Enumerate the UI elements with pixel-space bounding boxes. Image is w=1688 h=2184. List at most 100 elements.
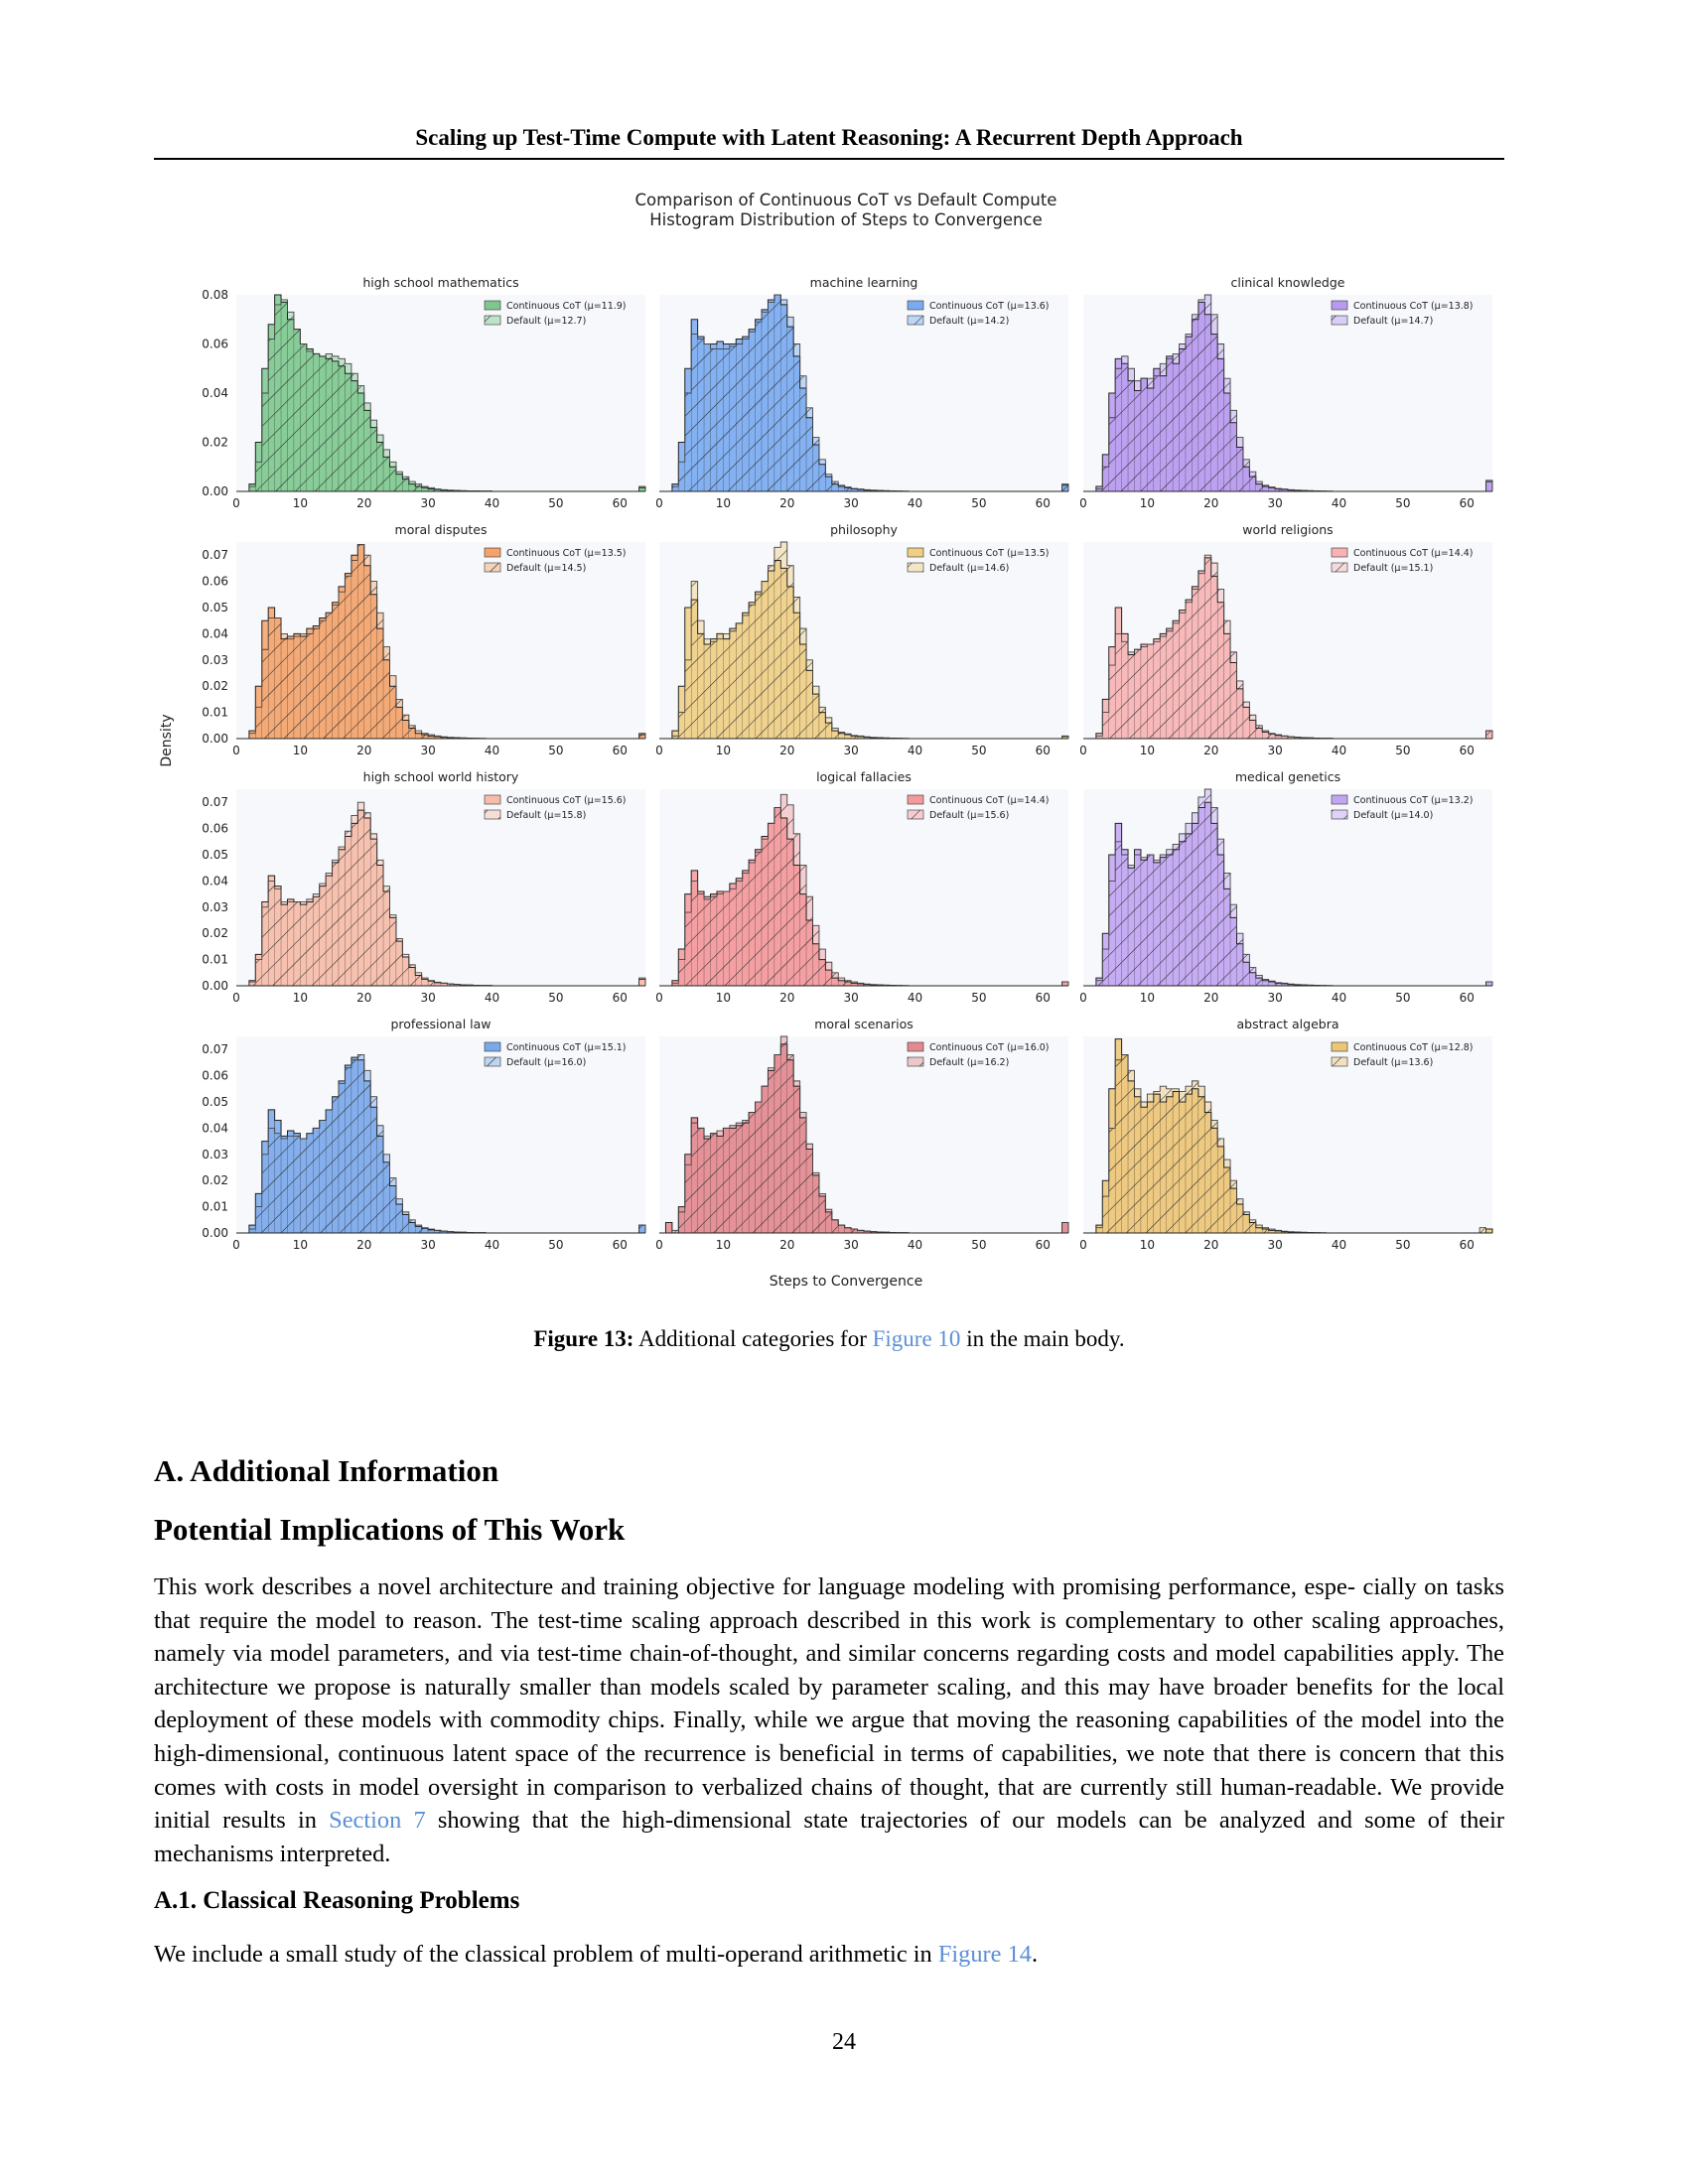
legend-swatch-cot [484, 300, 501, 311]
default-bar-hatch [383, 646, 390, 739]
y-tick-label: 0.05 [202, 601, 228, 614]
default-bar-hatch [774, 295, 781, 491]
y-tick-label: 0.04 [202, 874, 228, 887]
legend-label-cot: Continuous CoT (μ=15.1) [506, 1042, 627, 1053]
default-bar-hatch [1095, 736, 1103, 739]
panel: medical genetics 0 10 20 30 40 50 60 Continuous … [1079, 769, 1493, 1005]
default-bar-hatch [831, 481, 839, 491]
default-bar-hatch [793, 343, 800, 491]
default-bar-hatch [1262, 484, 1269, 491]
default-bar-hatch [1197, 573, 1205, 739]
default-bar-hatch [1160, 636, 1167, 739]
figure-10-link[interactable]: Figure 10 [872, 1326, 961, 1351]
default-bar-hatch [1242, 702, 1250, 739]
default-bar-hatch [857, 488, 864, 491]
default-bar-hatch [357, 385, 364, 491]
x-tick-label: 60 [613, 496, 628, 510]
x-tick-label: 30 [843, 991, 858, 1005]
default-bar-hatch [319, 620, 327, 739]
x-tick-label: 0 [655, 991, 663, 1005]
x-tick-label: 30 [843, 744, 858, 757]
default-bar-hatch [1236, 933, 1243, 986]
default-bar-hatch [1485, 731, 1492, 739]
default-bar-hatch [1186, 334, 1193, 491]
default-bar-hatch [319, 1120, 327, 1233]
x-tick-label: 0 [1079, 744, 1087, 757]
default-bar-hatch [313, 893, 320, 986]
default-bar-hatch [415, 731, 422, 739]
default-bar-hatch [749, 1112, 756, 1233]
default-bar-hatch [1197, 1086, 1205, 1233]
default-bar-hatch [281, 633, 288, 739]
default-bar-hatch [306, 898, 314, 986]
section-7-link[interactable]: Section 7 [329, 1807, 426, 1835]
default-bar-hatch [248, 1229, 256, 1233]
default-bar-hatch [383, 449, 390, 492]
default-bar-hatch [395, 472, 403, 491]
cot-bar [1485, 1228, 1493, 1234]
default-bar-hatch [428, 980, 435, 986]
panel-title: philosophy [830, 522, 898, 537]
running-head: Scaling up Test-Time Compute with Latent… [415, 125, 1243, 150]
default-bar-hatch [447, 1231, 454, 1233]
default-bar-hatch [678, 712, 685, 739]
default-bar-hatch [1262, 1227, 1269, 1233]
default-bar-hatch [736, 881, 743, 986]
default-bar-hatch [281, 1138, 288, 1233]
panel-title: professional law [390, 1017, 491, 1031]
para-line: the high-dimensional state trajectories … [154, 1807, 1504, 1867]
default-bar-hatch [376, 435, 384, 491]
default-bar-hatch [780, 794, 787, 986]
panel: moral disputes 0 10 20 30 40 50 60 0.00 0.01 0.02 0… [202, 522, 646, 757]
default-bar-hatch [716, 893, 724, 986]
default-bar-hatch [1140, 378, 1148, 491]
figure-14-link[interactable]: Figure 14 [937, 1941, 1032, 1968]
default-bar-hatch [762, 581, 769, 739]
default-bar-hatch [1197, 299, 1205, 491]
default-bar-hatch [638, 733, 645, 739]
default-bar-hatch [812, 1172, 819, 1233]
default-bar-hatch [1236, 1198, 1243, 1233]
default-bar-hatch [434, 736, 441, 739]
legend-label-default: Default (μ=14.7) [1353, 316, 1433, 327]
panel: moral scenarios 0 10 20 30 40 50 60 Continuous C… [655, 1017, 1069, 1252]
default-bar-hatch [818, 459, 826, 491]
default-bar-hatch [1186, 1086, 1193, 1233]
default-bar-hatch [729, 345, 737, 492]
default-bar-hatch [313, 628, 320, 739]
default-bar-hatch [332, 1096, 339, 1233]
default-bar-hatch [268, 339, 275, 491]
default-bar-hatch [806, 1144, 813, 1233]
legend-label-cot: Continuous CoT (μ=13.5) [506, 548, 627, 559]
x-tick-label: 20 [356, 496, 371, 510]
x-tick-label: 20 [1203, 496, 1218, 510]
y-tick-label: 0.07 [202, 1042, 228, 1056]
default-bar-hatch [638, 978, 645, 986]
implications-paragraph: This work describes a novel architecture… [154, 1570, 1504, 1870]
default-bar-hatch [812, 437, 819, 491]
x-tick-label: 20 [1203, 744, 1218, 757]
default-bar-hatch [408, 481, 416, 491]
default-bar-hatch [831, 972, 839, 986]
default-bar-hatch [1166, 1088, 1174, 1233]
default-bar-hatch [1102, 1196, 1109, 1233]
panel-title: medical genetics [1235, 769, 1340, 784]
x-tick-label: 0 [1079, 496, 1087, 510]
legend-label-cot: Continuous CoT (μ=13.5) [929, 548, 1050, 559]
y-tick-label: 0.01 [202, 953, 228, 967]
default-bar-hatch [306, 350, 314, 491]
x-tick-label: 20 [1203, 991, 1218, 1005]
panel-title: moral scenarios [814, 1017, 914, 1031]
default-bar-hatch [806, 407, 813, 491]
panel-title: clinical knowledge [1231, 275, 1345, 290]
legend-swatch-default-hatch [1332, 810, 1347, 819]
legend-label-default: Default (μ=15.1) [1353, 563, 1433, 574]
default-bar-hatch [319, 884, 327, 986]
para-line: costs and model capabilities apply. The … [154, 1640, 1504, 1701]
default-bar-hatch [1128, 368, 1135, 491]
legend-label-default: Default (μ=16.0) [506, 1057, 586, 1068]
panel: philosophy 0 10 20 30 40 50 60 Continuous CoT (μ… [655, 522, 1069, 757]
default-bar-hatch [1128, 865, 1135, 986]
default-bar-hatch [671, 1230, 679, 1233]
x-tick-label: 40 [908, 744, 922, 757]
